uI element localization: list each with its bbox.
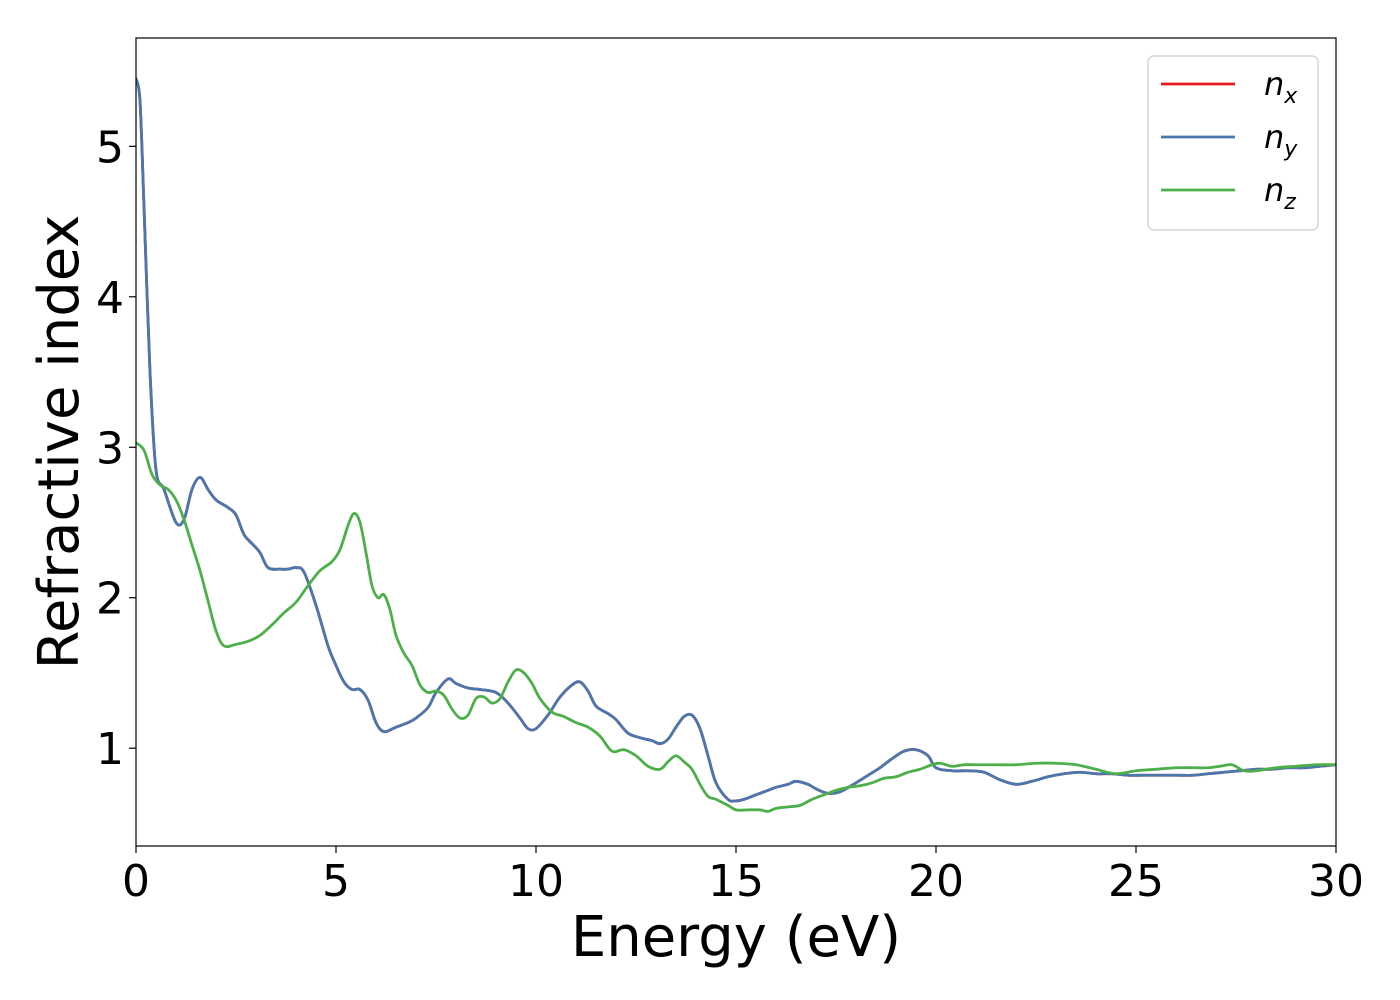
series-layer bbox=[136, 77, 1336, 813]
y-tick-label: 4 bbox=[96, 273, 124, 324]
y-tick-label: 2 bbox=[96, 574, 124, 625]
y-tick-label: 5 bbox=[96, 122, 124, 173]
legend-label-y: ny bbox=[1264, 118, 1298, 162]
legend-label-z: nz bbox=[1264, 171, 1296, 215]
x-axis: 0 5 10 15 20 25 30 bbox=[122, 846, 1364, 907]
y-axis-label: Refractive index bbox=[27, 215, 92, 670]
x-tick-label: 15 bbox=[708, 856, 764, 907]
x-tick-label: 5 bbox=[322, 856, 350, 907]
legend: nx ny nz bbox=[1147, 55, 1319, 231]
y-tick-label: 3 bbox=[96, 423, 124, 474]
y-tick-label: 1 bbox=[96, 724, 124, 775]
x-tick-label: 20 bbox=[908, 856, 964, 907]
legend-box bbox=[1147, 55, 1319, 231]
x-tick-label: 10 bbox=[508, 856, 564, 907]
legend-label-x: nx bbox=[1264, 65, 1298, 109]
x-tick-label: 25 bbox=[1108, 856, 1164, 907]
series-line-y bbox=[136, 77, 1336, 803]
series-line-z bbox=[136, 441, 1336, 813]
x-tick-label: 30 bbox=[1308, 856, 1364, 907]
y-axis: 1 2 3 4 5 bbox=[96, 122, 136, 775]
x-tick-label: 0 bbox=[122, 856, 150, 907]
x-axis-label: Energy (eV) bbox=[571, 905, 901, 970]
